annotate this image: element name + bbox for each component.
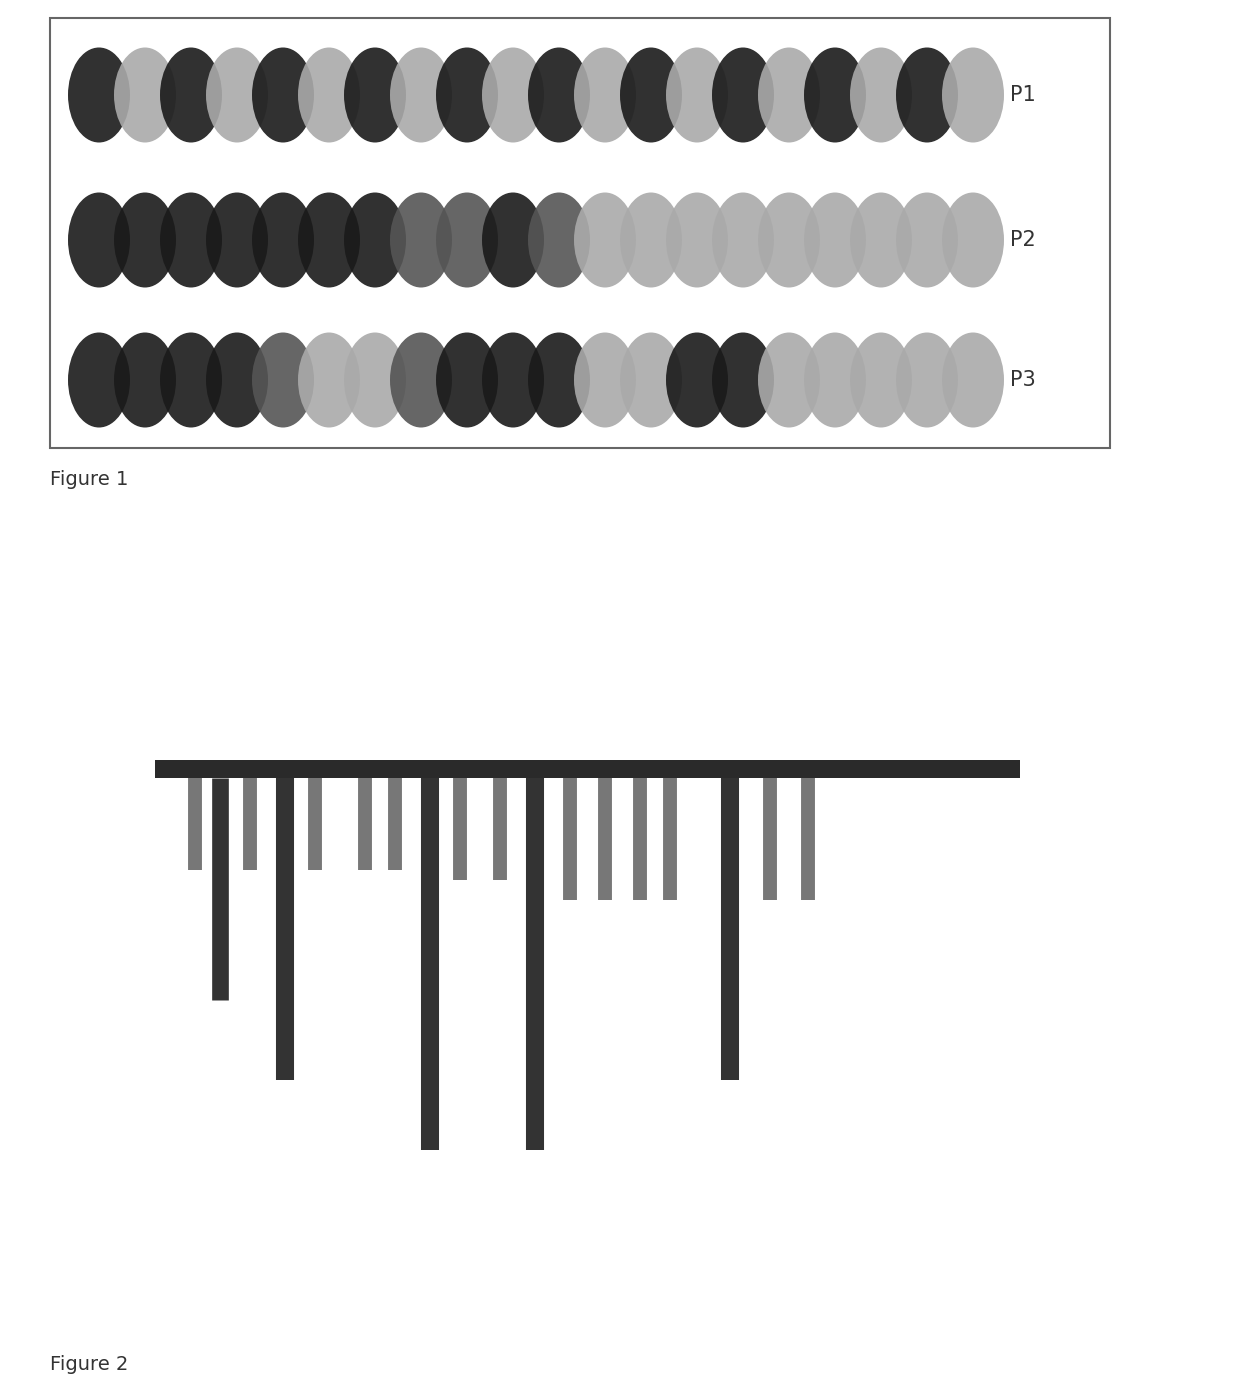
Ellipse shape [391, 48, 453, 143]
Ellipse shape [666, 48, 728, 143]
Ellipse shape [942, 333, 1004, 428]
Ellipse shape [758, 48, 820, 143]
Ellipse shape [712, 193, 774, 288]
Ellipse shape [712, 48, 774, 143]
Ellipse shape [758, 193, 820, 288]
Ellipse shape [574, 48, 636, 143]
Ellipse shape [849, 333, 911, 428]
Ellipse shape [666, 333, 728, 428]
Ellipse shape [68, 193, 130, 288]
Ellipse shape [436, 333, 498, 428]
Ellipse shape [160, 48, 222, 143]
Ellipse shape [942, 48, 1004, 143]
Text: P3: P3 [1011, 369, 1035, 390]
Ellipse shape [942, 193, 1004, 288]
Ellipse shape [343, 193, 405, 288]
Ellipse shape [114, 193, 176, 288]
Ellipse shape [298, 193, 360, 288]
Text: Figure 1: Figure 1 [50, 470, 129, 490]
Ellipse shape [68, 48, 130, 143]
Ellipse shape [758, 333, 820, 428]
Ellipse shape [68, 333, 130, 428]
Ellipse shape [528, 333, 590, 428]
Ellipse shape [252, 333, 314, 428]
Ellipse shape [343, 333, 405, 428]
Ellipse shape [620, 193, 682, 288]
Ellipse shape [897, 193, 959, 288]
Ellipse shape [849, 193, 911, 288]
Ellipse shape [206, 48, 268, 143]
Ellipse shape [804, 333, 866, 428]
Ellipse shape [298, 333, 360, 428]
Bar [155, 760, 1021, 778]
Ellipse shape [620, 333, 682, 428]
Ellipse shape [206, 193, 268, 288]
Ellipse shape [343, 48, 405, 143]
Ellipse shape [252, 48, 314, 143]
Ellipse shape [206, 333, 268, 428]
Ellipse shape [804, 193, 866, 288]
Ellipse shape [804, 48, 866, 143]
Ellipse shape [436, 193, 498, 288]
Text: Figure 2: Figure 2 [50, 1356, 129, 1374]
Ellipse shape [574, 333, 636, 428]
Ellipse shape [298, 48, 360, 143]
Ellipse shape [160, 333, 222, 428]
Ellipse shape [160, 193, 222, 288]
Ellipse shape [528, 48, 590, 143]
Ellipse shape [482, 333, 544, 428]
Text: P2: P2 [1011, 229, 1035, 250]
Ellipse shape [897, 48, 959, 143]
Ellipse shape [114, 333, 176, 428]
Ellipse shape [391, 333, 453, 428]
Ellipse shape [252, 193, 314, 288]
Ellipse shape [436, 48, 498, 143]
Text: P1: P1 [1011, 85, 1035, 105]
Ellipse shape [897, 333, 959, 428]
Ellipse shape [666, 193, 728, 288]
Ellipse shape [712, 333, 774, 428]
Ellipse shape [574, 193, 636, 288]
Ellipse shape [482, 193, 544, 288]
Ellipse shape [849, 48, 911, 143]
Ellipse shape [528, 193, 590, 288]
Ellipse shape [620, 48, 682, 143]
Ellipse shape [391, 193, 453, 288]
Ellipse shape [114, 48, 176, 143]
Bar [50, 18, 1110, 448]
Ellipse shape [482, 48, 544, 143]
